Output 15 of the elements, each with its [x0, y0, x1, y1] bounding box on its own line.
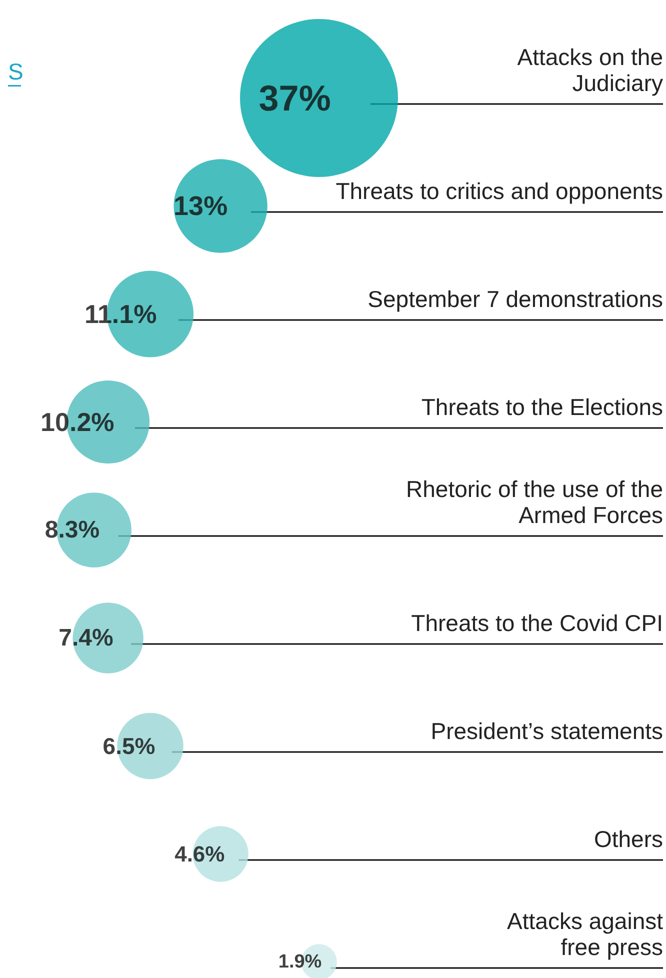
- category-label: Threats to the Elections: [421, 394, 663, 420]
- category-label: Others: [594, 826, 663, 852]
- category-label: President’s statements: [430, 718, 663, 744]
- category-label: Attacks against free press: [507, 908, 664, 960]
- data-label: 4.6%: [174, 842, 225, 866]
- data-label: 13%: [174, 191, 228, 221]
- category-label: Attacks on the Judiciary: [517, 44, 664, 96]
- data-label: 37%: [258, 78, 331, 118]
- text: S: [8, 58, 24, 84]
- category-label: Rhetoric of the use of the Armed Forces: [406, 476, 663, 528]
- data-label: 6.5%: [102, 733, 156, 759]
- data-label: 1.9%: [278, 952, 322, 972]
- category-label: September 7 demonstrations: [368, 286, 663, 312]
- category-label: Threats to the Covid CPI: [411, 610, 663, 636]
- category-label: Threats to critics and opponents: [336, 178, 663, 204]
